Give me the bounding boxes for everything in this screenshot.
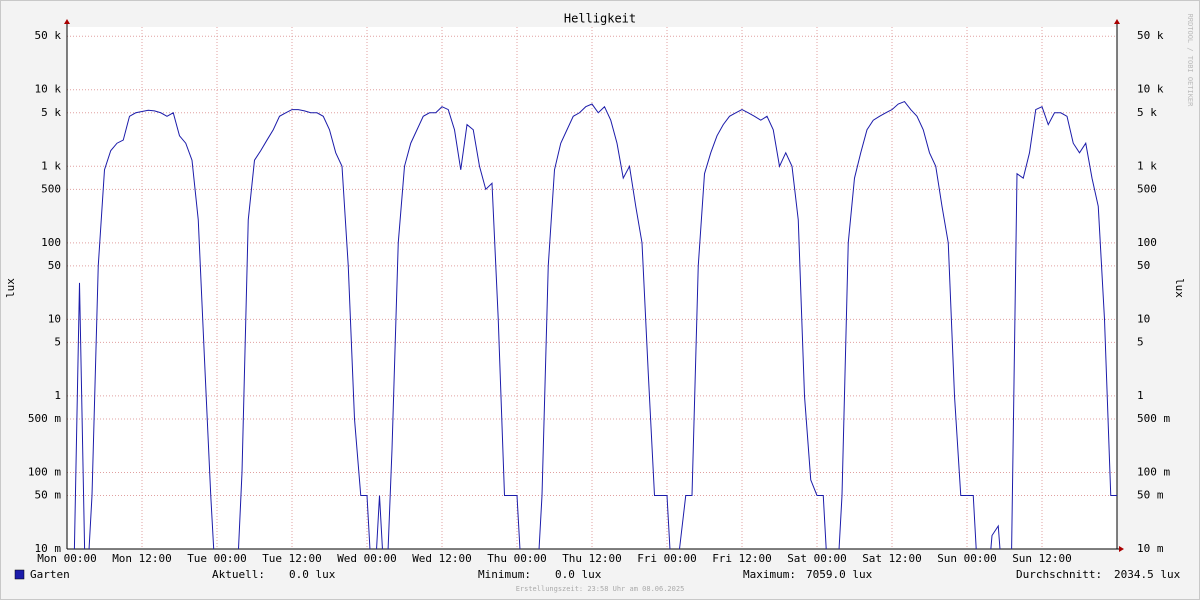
y-tick-label: 5 (54, 335, 61, 348)
y-tick-label: 10 m (35, 542, 62, 555)
arrow (64, 19, 70, 24)
stat-value: 0.0 lux (289, 568, 336, 581)
y-tick-label-right: 5 k (1137, 106, 1157, 119)
footer: Erstellungszeit: 23:58 Uhr am 08.06.2025 (516, 585, 685, 593)
x-tick-label: Mon 12:00 (112, 552, 172, 565)
y-tick-label-right: 1 (1137, 389, 1144, 402)
y-tick-label-right: 5 (1137, 335, 1144, 348)
x-tick-label: Thu 00:00 (487, 552, 547, 565)
y-tick-label-right: 100 (1137, 236, 1157, 249)
x-tick-label: Fri 12:00 (712, 552, 772, 565)
y-tick-label-right: 50 (1137, 259, 1150, 272)
y-tick-label-right: 50 m (1137, 488, 1164, 501)
y-tick-label-right: 10 m (1137, 542, 1164, 555)
y-tick-label: 1 k (41, 159, 61, 172)
stat-value: 7059.0 lux (806, 568, 873, 581)
y-tick-label: 1 (54, 389, 61, 402)
y-tick-label: 10 k (35, 83, 62, 96)
arrow (1114, 19, 1120, 24)
watermark: RRDTOOL / TOBI OETIKER (1186, 14, 1194, 108)
x-tick-label: Fri 00:00 (637, 552, 697, 565)
arrow (1119, 546, 1124, 552)
y-tick-label: 10 (48, 312, 61, 325)
stat-value: 2034.5 lux (1114, 568, 1181, 581)
x-tick-label: Sat 12:00 (862, 552, 922, 565)
y-tick-label: 5 k (41, 106, 61, 119)
x-tick-label: Tue 12:00 (262, 552, 322, 565)
stat-label: Maximum: (743, 568, 796, 581)
y-tick-label-right: 10 k (1137, 83, 1164, 96)
stat-label: Minimum: (478, 568, 531, 581)
y-tick-label: 50 k (35, 29, 62, 42)
y-tick-label-right: 500 (1137, 182, 1157, 195)
y-tick-label-right: 100 m (1137, 465, 1170, 478)
y-tick-label-right: 500 m (1137, 412, 1170, 425)
y-tick-label-right: 1 k (1137, 159, 1157, 172)
y-axis-label-right: lux (1173, 278, 1186, 298)
y-tick-label: 100 m (28, 465, 61, 478)
y-tick-label-right: 10 (1137, 312, 1150, 325)
stat-label: Aktuell: (212, 568, 265, 581)
y-tick-label: 50 m (35, 488, 62, 501)
stat-label: Durchschnitt: (1016, 568, 1102, 581)
legend-label: Garten (30, 568, 70, 581)
series-group (73, 100, 1117, 549)
x-tick-label: Thu 12:00 (562, 552, 622, 565)
x-tick-label: Sat 00:00 (787, 552, 847, 565)
y-tick-label-right: 50 k (1137, 29, 1164, 42)
x-tick-label: Mon 00:00 (37, 552, 97, 565)
legend-swatch (14, 569, 25, 580)
stat-value: 0.0 lux (555, 568, 602, 581)
x-tick-label: Wed 00:00 (337, 552, 397, 565)
x-tick-label: Tue 00:00 (187, 552, 247, 565)
chart-title: Helligkeit (564, 12, 636, 26)
series-line (73, 100, 1117, 549)
y-axis-label: lux (4, 278, 17, 298)
y-tick-label: 50 (48, 259, 61, 272)
y-tick-label: 500 (41, 182, 61, 195)
x-tick-label: Sun 12:00 (1012, 552, 1072, 565)
x-tick-label: Sun 00:00 (937, 552, 997, 565)
y-tick-label: 500 m (28, 412, 61, 425)
y-tick-label: 100 (41, 236, 61, 249)
x-tick-label: Wed 12:00 (412, 552, 472, 565)
